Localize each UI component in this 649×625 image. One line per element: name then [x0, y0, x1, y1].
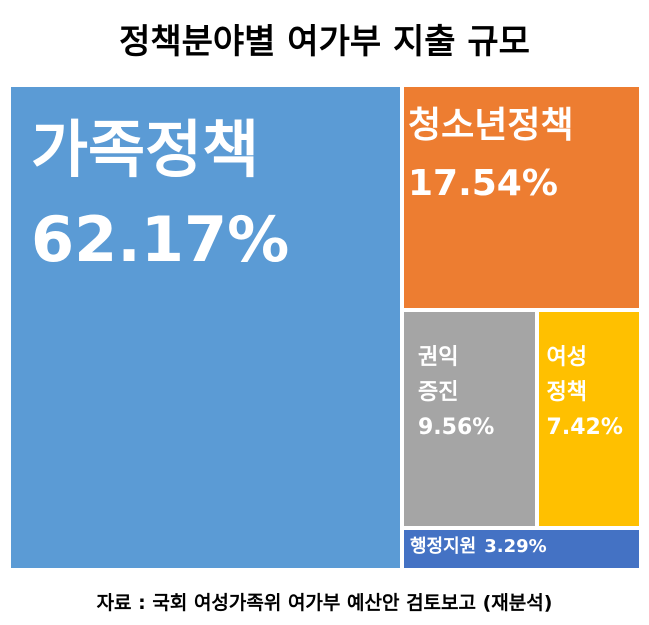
cell-value: 7.42% [546, 415, 623, 441]
treemap-cell: 여성 정책 7.42% [536, 309, 641, 528]
chart-title: 정책분야별 여가부 지출 규모 [119, 22, 530, 62]
treemap: 가족정책 62.17% 청소년정책 17.54% 권익 증진 9.56% 여성 정책 7.42… [9, 85, 641, 570]
cell-value: 62.17% [31, 202, 290, 276]
treemap-cell: 행정지원 3.29% [401, 527, 641, 570]
cell-label: 권익 증진 [417, 344, 459, 406]
cell-label: 행정지원 [409, 535, 477, 557]
cell-value: 3.29% [484, 535, 547, 557]
treemap-cell: 권익 증진 9.56% [401, 309, 537, 528]
cell-value: 17.54% [407, 162, 558, 204]
cell-label: 청소년정책 [407, 105, 574, 146]
cell-label: 가족정책 [31, 113, 260, 186]
source-note: 자료 : 국회 여성가족위 여가부 예산안 검토보고 (재분석) [96, 592, 553, 614]
cell-value: 9.56% [417, 415, 495, 441]
treemap-cell: 가족정책 62.17% [9, 85, 402, 570]
treemap-cell: 청소년정책 17.54% [401, 85, 641, 310]
cell-label: 여성 정책 [546, 344, 588, 406]
